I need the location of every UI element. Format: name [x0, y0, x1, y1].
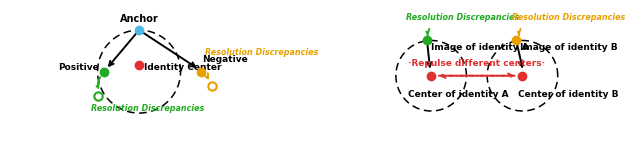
- Text: Positive: Positive: [58, 63, 99, 72]
- Text: Resolution Discrepancies: Resolution Discrepancies: [205, 48, 319, 57]
- Text: Center of identity A: Center of identity A: [408, 90, 509, 99]
- Text: Resolution Discrepancies: Resolution Discrepancies: [92, 104, 205, 113]
- Text: Resolution Discrepancies: Resolution Discrepancies: [512, 13, 625, 22]
- Text: Identity Center: Identity Center: [144, 63, 221, 72]
- Text: Image of identity B: Image of identity B: [520, 42, 618, 51]
- Text: Image of identity A: Image of identity A: [431, 42, 529, 51]
- Text: Negative: Negative: [202, 55, 248, 64]
- Text: Center of identity B: Center of identity B: [518, 90, 619, 99]
- Text: Anchor: Anchor: [120, 14, 159, 24]
- Text: ·Repulse different centers·: ·Repulse different centers·: [408, 59, 545, 68]
- Text: Resolution Discrepancies: Resolution Discrepancies: [406, 13, 520, 22]
